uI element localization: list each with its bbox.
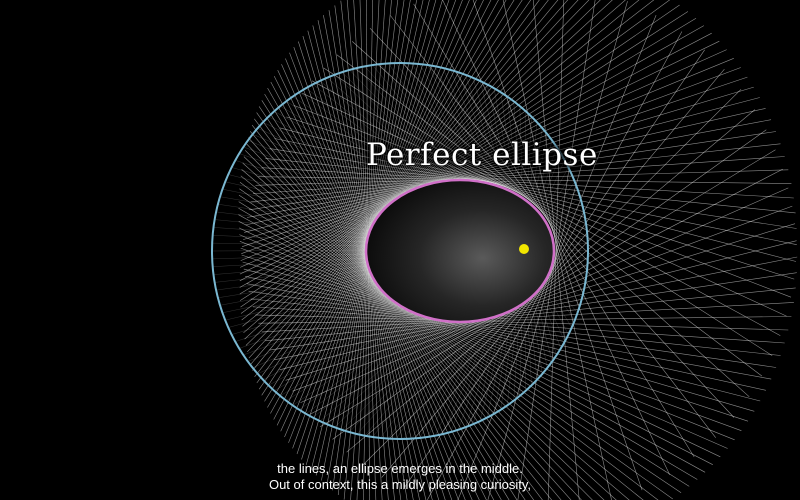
spoke-line xyxy=(396,344,460,439)
spoke-line xyxy=(269,317,397,385)
spoke-line xyxy=(548,288,572,327)
focus-point xyxy=(519,244,529,254)
spoke-line xyxy=(327,337,426,425)
spoke-line xyxy=(466,338,495,427)
spoke-line xyxy=(487,333,505,417)
subtitle-captions: the lines, an ellipse emerges in the mid… xyxy=(0,461,800,493)
spoke-line xyxy=(388,344,456,439)
spoke-line xyxy=(525,320,526,391)
caption-line-1: the lines, an ellipse emerges in the mid… xyxy=(0,461,800,477)
spoke-line xyxy=(548,175,572,212)
spoke-line xyxy=(220,277,372,305)
ellipse-label: Perfect ellipse xyxy=(366,137,598,173)
spoke-line xyxy=(451,341,488,433)
caption-line-2: Out of context, this a mildly pleasing c… xyxy=(0,477,800,493)
spoke-line xyxy=(286,325,405,401)
spoke-line xyxy=(528,317,532,385)
